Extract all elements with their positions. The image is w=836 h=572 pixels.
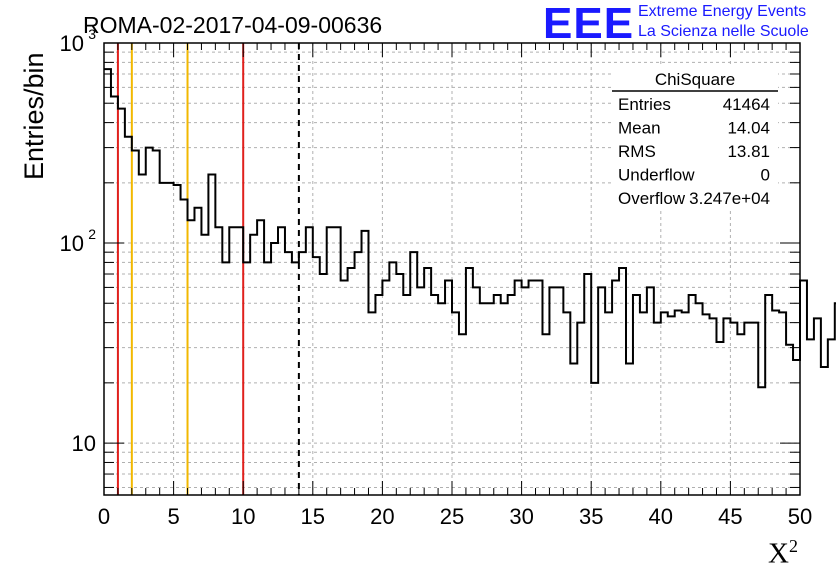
x-axis-label-superscript: 2	[788, 536, 798, 556]
y-tick-label: 10	[72, 431, 96, 456]
stats-label-underflow: Underflow	[618, 166, 695, 185]
stats-box-name: ChiSquare	[655, 70, 735, 89]
histogram-step-line	[104, 68, 836, 389]
stats-label-rms: RMS	[618, 142, 656, 161]
stats-value-underflow: 0	[761, 166, 770, 185]
y-tick-label: 10	[60, 231, 84, 256]
eee-logo: EEE	[543, 0, 635, 48]
logo-text-line2: La Scienza nelle Scuole	[638, 23, 809, 40]
y-tick-label-exponent: 2	[88, 226, 96, 242]
stats-label-mean: Mean	[618, 119, 661, 138]
x-tick-label: 40	[649, 504, 673, 529]
x-tick-label: 0	[98, 504, 110, 529]
threshold-lines	[116, 43, 300, 495]
x-tick-label: 30	[509, 504, 533, 529]
x-tick-label: 45	[718, 504, 742, 529]
stats-label-entries: Entries	[618, 95, 671, 114]
stats-value-rms: 13.81	[727, 142, 770, 161]
y-tick-label: 10	[60, 31, 84, 56]
y-tick-label-exponent: 3	[88, 26, 96, 42]
grid-lines	[104, 43, 800, 495]
x-tick-label: 15	[301, 504, 325, 529]
x-tick-label: 50	[788, 504, 812, 529]
stats-value-entries: 41464	[723, 95, 770, 114]
x-tick-label: 10	[231, 504, 255, 529]
stats-box-background	[612, 66, 778, 208]
x-tick-label: 35	[579, 504, 603, 529]
stats-value-mean: 14.04	[727, 119, 770, 138]
chart-title: ROMA-02-2017-04-09-00636	[83, 12, 383, 38]
stats-box: ChiSquare Entries 41464 Mean 14.04 RMS 13.81 Un…	[612, 66, 778, 208]
stats-label-overflow: Overflow	[618, 189, 686, 208]
x-axis-label-base: X	[768, 537, 789, 570]
stats-value-overflow: 3.247e+04	[689, 189, 770, 208]
x-tick-label: 20	[370, 504, 394, 529]
x-axis-label: X2	[768, 536, 798, 571]
x-tick-label: 25	[440, 504, 464, 529]
x-tick-label: 5	[167, 504, 179, 529]
logo-text-line1: Extreme Energy Events	[638, 3, 807, 20]
